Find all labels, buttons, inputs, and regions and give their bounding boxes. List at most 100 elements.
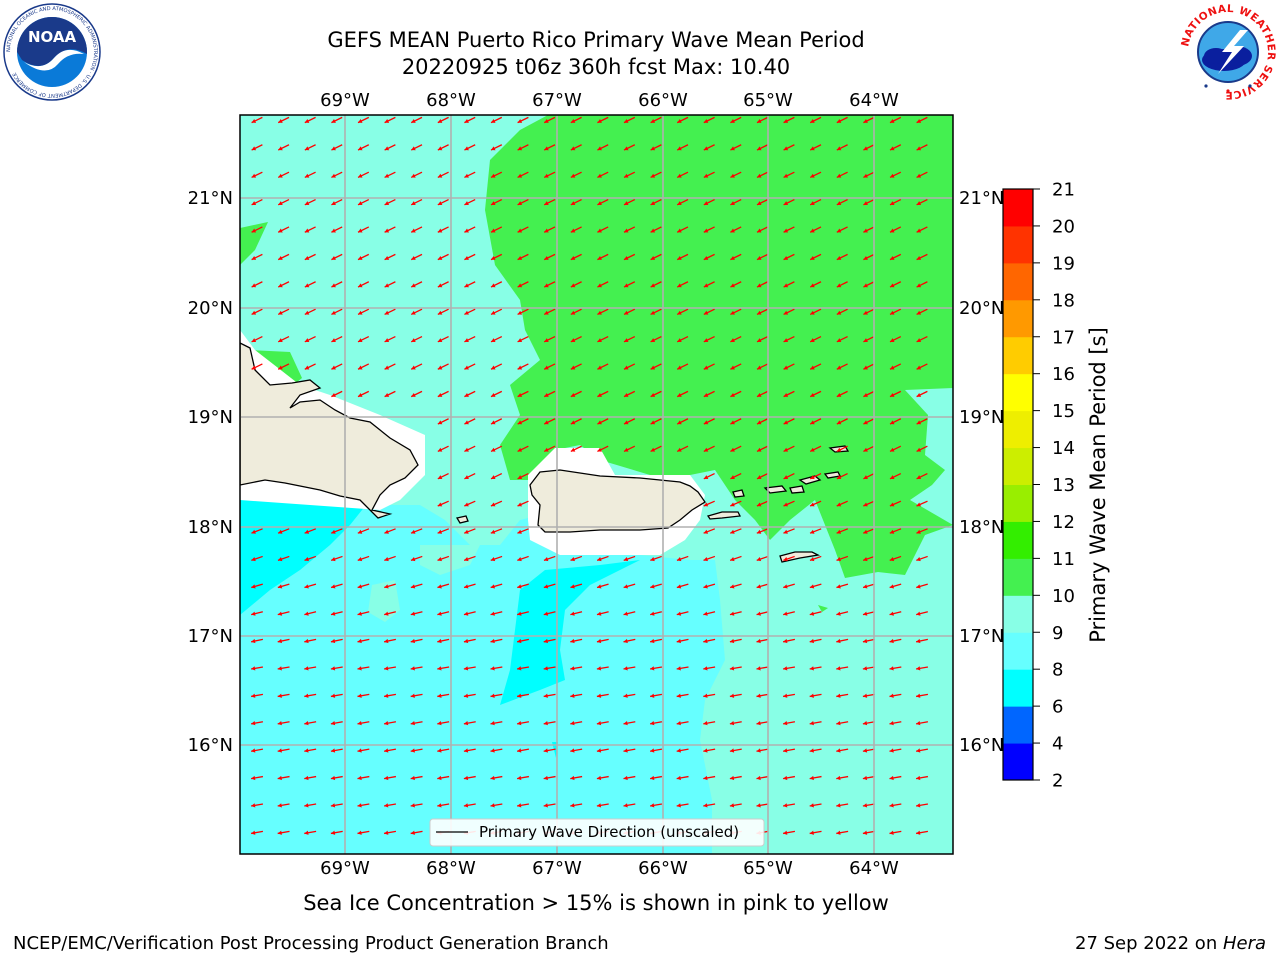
colorbar-segment (1003, 558, 1033, 596)
land-culebra (732, 489, 745, 498)
wave-direction-arrow-icon (889, 666, 902, 671)
colorbar-segment (1003, 299, 1033, 338)
wave-direction-arrow-icon (782, 748, 796, 753)
wave-direction-arrow-icon (437, 472, 449, 480)
wave-direction-arrow-icon (357, 198, 370, 206)
wave-direction-arrow-icon (756, 253, 769, 261)
wave-direction-arrow-icon (570, 116, 582, 124)
colorbar-segment (1003, 336, 1033, 375)
wave-direction-arrow-icon (623, 281, 636, 288)
wave-direction-arrow-icon (516, 748, 530, 753)
sea-ice-caption: Sea Ice Concentration > 15% is shown in … (303, 891, 889, 915)
wave-direction-arrow-icon (889, 445, 902, 453)
wave-direction-arrow-icon (863, 226, 875, 233)
wave-direction-arrow-icon (357, 721, 370, 726)
colorbar-tick-label: 15 (1052, 401, 1075, 422)
wave-direction-arrow-icon (809, 281, 822, 288)
wave-direction-arrow-icon (277, 803, 290, 808)
wave-direction-arrow-icon (889, 693, 902, 698)
colorbar-tick-label: 21 (1052, 180, 1075, 201)
wave-direction-arrow-icon (862, 830, 875, 835)
wave-direction-arrow-icon (836, 253, 848, 261)
wave-direction-arrow-icon (597, 445, 609, 453)
wave-direction-arrow-icon (676, 198, 689, 206)
wave-direction-arrow-icon (782, 721, 796, 726)
wave-direction-arrow-icon (676, 666, 689, 671)
wave-direction-arrow-icon (703, 445, 715, 453)
land-st-croix (779, 551, 821, 563)
wave-direction-arrow-icon (490, 308, 503, 316)
wave-direction-arrow-icon (650, 198, 662, 206)
colorbar-segment (1003, 447, 1033, 485)
wave-direction-arrow-icon (357, 638, 370, 644)
wave-direction-arrow-icon (543, 748, 556, 753)
wave-direction-arrow-icon (730, 116, 742, 124)
wave-direction-arrow-icon (437, 445, 449, 453)
wave-direction-arrow-icon (384, 198, 396, 206)
wave-direction-arrow-icon (782, 666, 796, 671)
wave-direction-arrow-icon (916, 335, 928, 343)
wave-direction-arrow-icon (384, 308, 396, 316)
wave-direction-arrow-icon (729, 748, 742, 753)
wave-direction-arrow-icon (703, 500, 715, 507)
period-field-10-11-north (485, 115, 953, 578)
wave-direction-arrow-icon (463, 803, 476, 808)
wave-direction-arrow-icon (809, 445, 822, 453)
wave-direction-arrow-icon (703, 418, 715, 425)
wave-direction-arrow-icon (330, 528, 343, 534)
wave-direction-arrow-icon (464, 198, 476, 206)
period-field-10-11-northwest (240, 222, 268, 265)
wave-direction-arrow-icon (782, 775, 796, 781)
colorbar-tick-label: 11 (1052, 549, 1075, 570)
wave-direction-arrow-icon (251, 171, 263, 179)
wave-direction-arrow-icon (357, 308, 370, 316)
wave-direction-arrow-icon (676, 363, 689, 370)
wave-direction-arrow-icon (783, 418, 795, 425)
wave-direction-arrow-icon (889, 472, 902, 480)
wave-direction-arrow-icon (277, 693, 290, 698)
wave-direction-arrow-icon (357, 363, 370, 370)
wave-direction-arrow-icon (304, 666, 317, 671)
wave-direction-arrow-icon (703, 693, 716, 698)
wave-direction-arrow-icon (570, 390, 582, 398)
wave-direction-arrow-icon (889, 171, 902, 179)
wave-direction-arrow-icon (543, 171, 556, 179)
wave-direction-arrow-icon (383, 721, 397, 726)
wave-direction-arrow-icon (464, 253, 476, 261)
wave-direction-arrow-icon (916, 611, 928, 616)
period-field-9-10-s (420, 545, 480, 575)
wave-direction-arrow-icon (862, 721, 875, 726)
wave-direction-arrow-icon (809, 555, 822, 562)
wave-direction-arrow-icon (490, 693, 503, 698)
period-field-8-9 (240, 505, 725, 854)
wave-direction-arrow-icon (783, 390, 795, 398)
wave-direction-arrow-icon (862, 528, 875, 534)
wave-direction-arrow-icon (251, 281, 263, 288)
wave-direction-arrow-icon (463, 775, 476, 781)
wave-direction-arrow-icon (889, 775, 902, 781)
wave-direction-arrow-icon (756, 693, 769, 698)
wave-direction-arrow-icon (676, 611, 689, 616)
wave-direction-arrow-icon (517, 583, 529, 589)
wave-direction-arrow-icon (703, 171, 715, 179)
wave-direction-arrow-icon (410, 693, 423, 698)
wave-direction-arrow-icon (437, 144, 449, 151)
wave-direction-arrow-icon (251, 335, 263, 343)
wave-direction-arrow-icon (250, 830, 264, 835)
wave-direction-arrow-icon (304, 253, 316, 261)
land-mona-island (455, 515, 469, 524)
wave-direction-arrow-icon (862, 748, 875, 753)
colorbar-segment (1003, 595, 1033, 633)
footer-host: Hera (1222, 933, 1266, 954)
wave-direction-arrow-icon (836, 555, 849, 562)
wave-direction-arrow-icon (490, 445, 503, 453)
period-field-6-8-south (500, 560, 640, 705)
wave-direction-arrow-icon (330, 583, 343, 589)
wave-direction-arrow-icon (277, 748, 290, 753)
wave-direction-arrow-icon (517, 472, 529, 480)
wave-direction-arrow-icon (650, 335, 662, 343)
wave-direction-arrow-icon (357, 611, 370, 616)
wave-direction-arrow-icon (916, 445, 928, 453)
wave-direction-arrow-icon (623, 418, 636, 425)
wave-direction-arrow-icon (463, 666, 476, 671)
